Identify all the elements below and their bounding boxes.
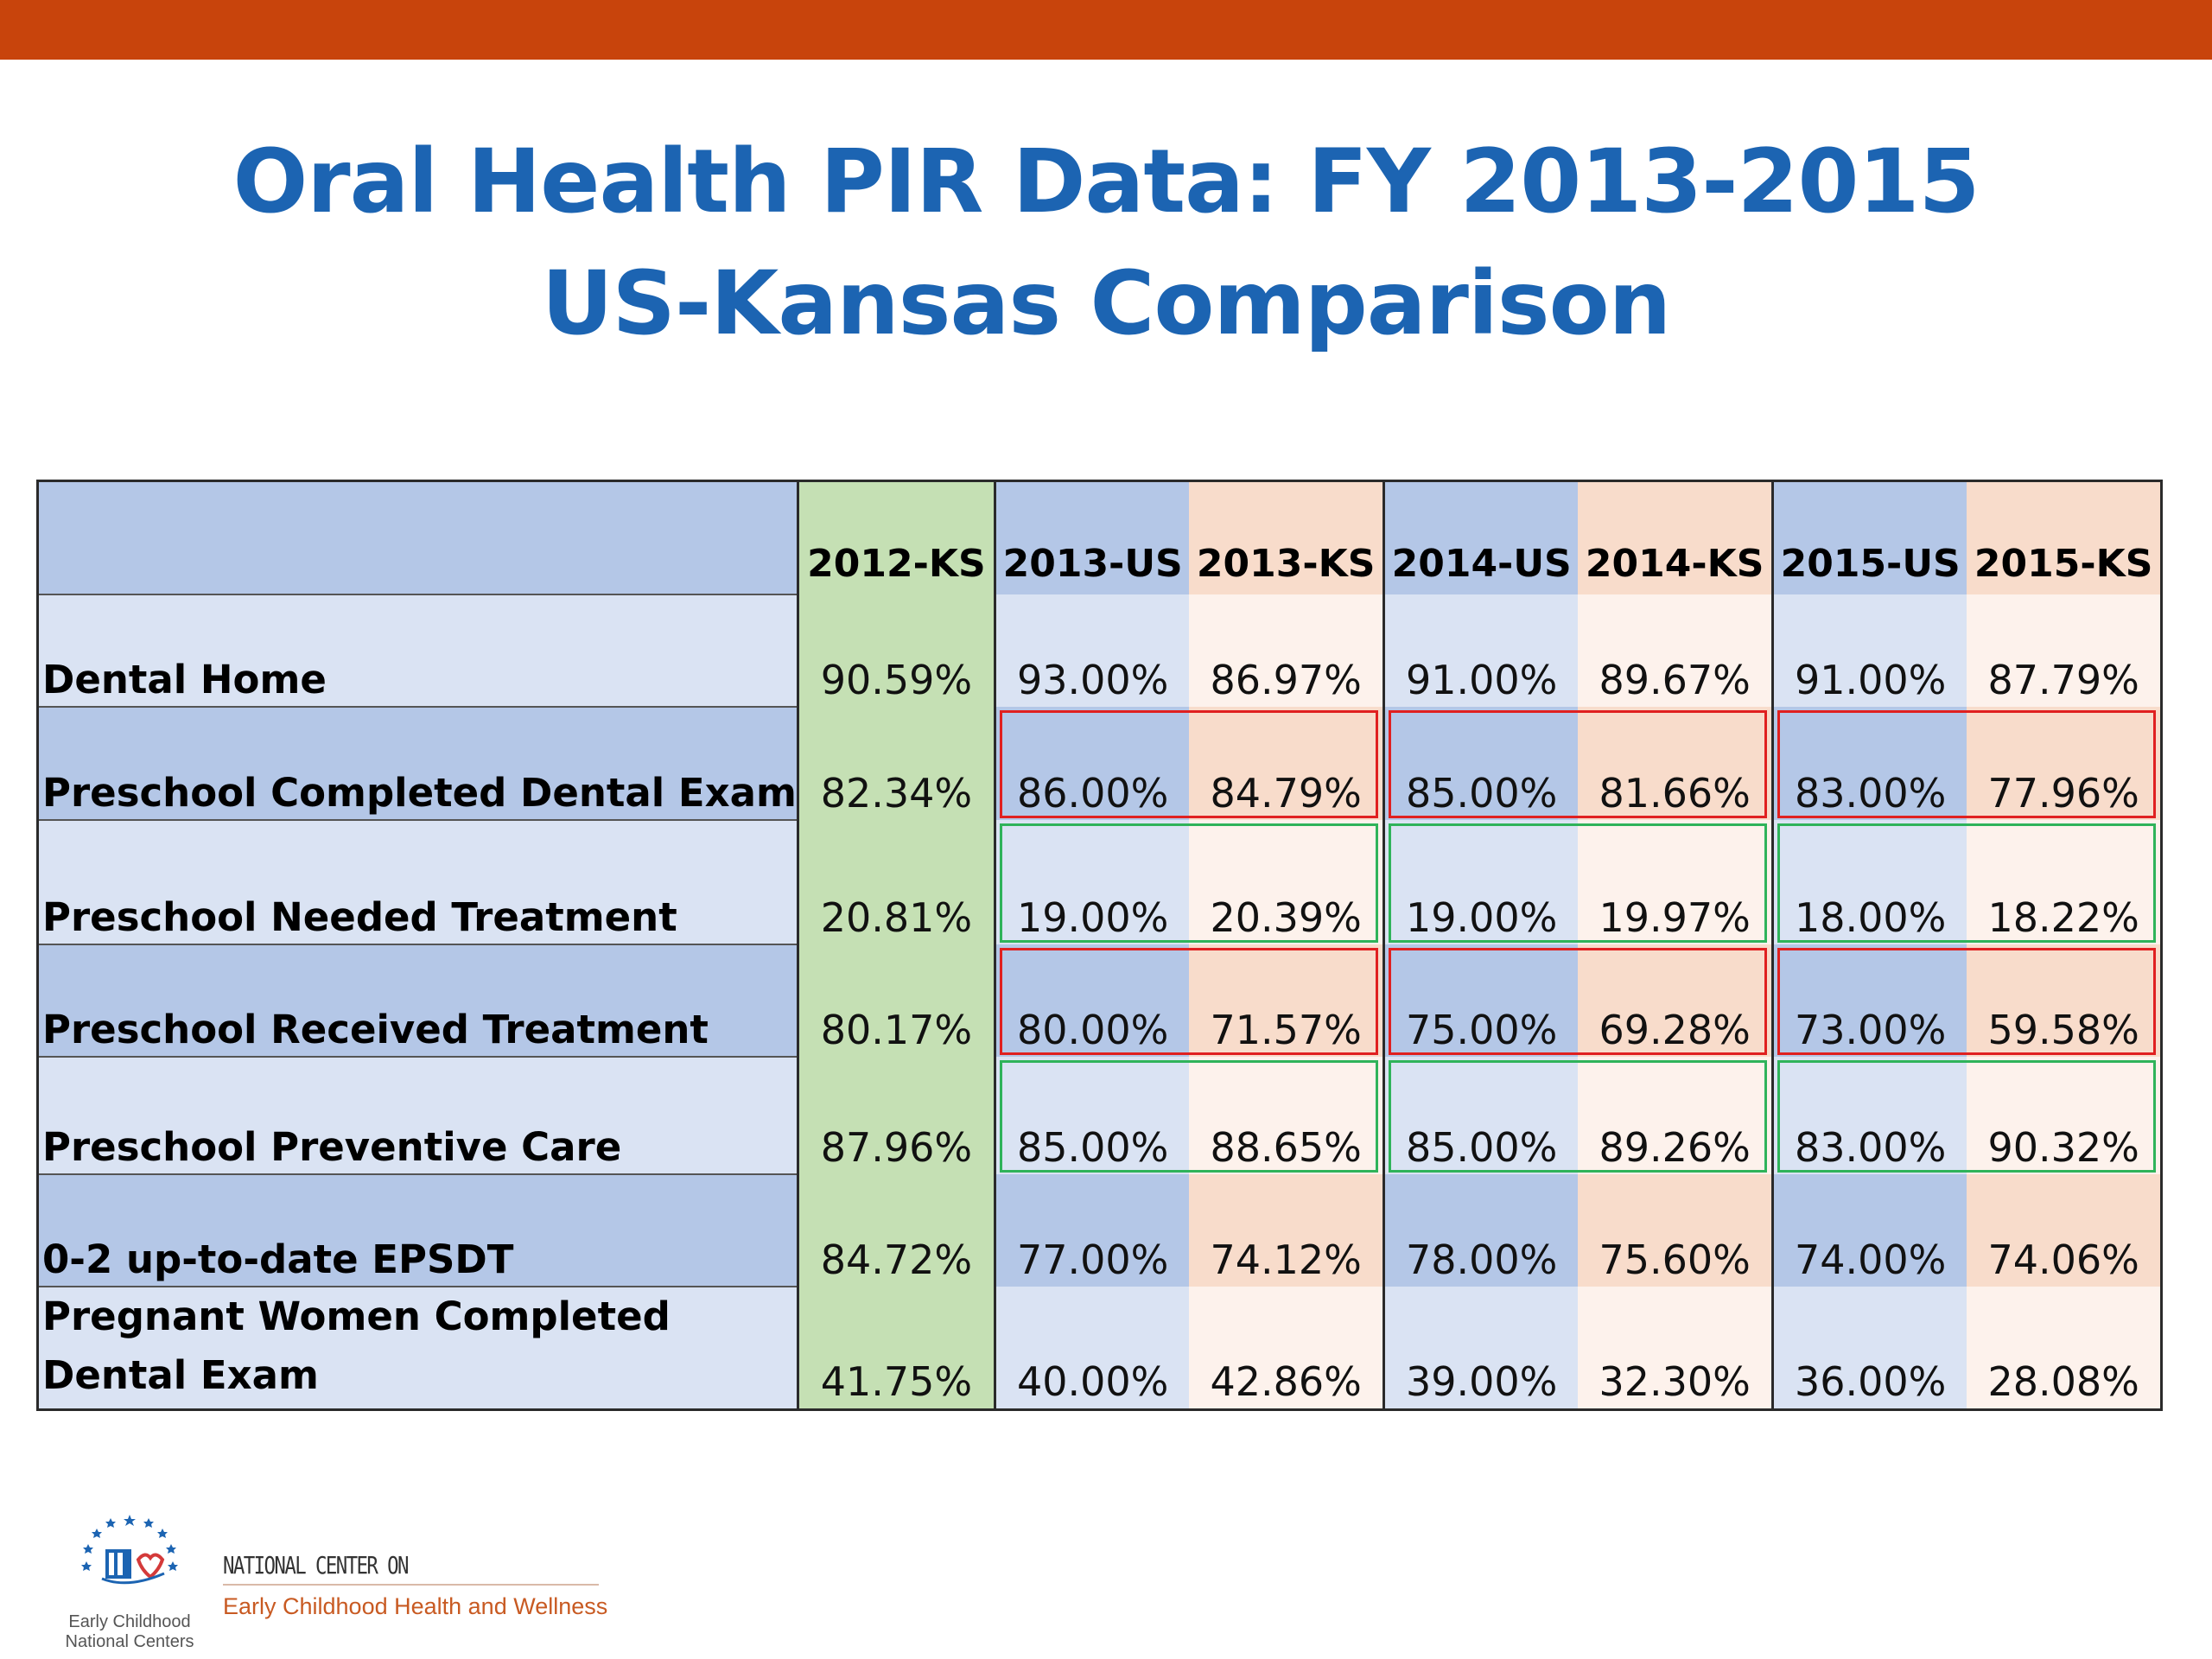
table-cell-2014-ks: 32.30% — [1578, 1286, 1773, 1409]
red-highlight-box — [1000, 709, 1379, 818]
table-cell-2015-ks: 87.79% — [1967, 594, 2162, 707]
row-label: Preschool Received Treatment — [37, 944, 798, 1058]
table-cell-2015-ks: 74.06% — [1967, 1173, 2162, 1287]
table-cell-2015-us: 83.00% — [1770, 1056, 1967, 1174]
table-cell-2015-us: 83.00% — [1770, 706, 1967, 820]
table-row: Preschool Preventive Care 87.96% 85.00% 88.… — [37, 1056, 2162, 1175]
table-cell-2012-ks: 87.96% — [796, 1056, 995, 1174]
footer-divider — [223, 1584, 599, 1586]
table-cell-2014-us: 78.00% — [1382, 1173, 1579, 1287]
table-cell-2012-ks: 41.75% — [796, 1286, 995, 1409]
table-cell-2013-ks: 84.79% — [1189, 706, 1384, 820]
logo-caption-1: Early Childhood — [68, 1612, 191, 1631]
col-header-2014-us: 2014-US — [1382, 480, 1579, 594]
table-cell-2013-ks: 42.86% — [1189, 1286, 1384, 1409]
table-cell-2013-ks: 88.65% — [1189, 1056, 1384, 1174]
table-row: Preschool Needed Treatment 20.81% 19.00% 20… — [37, 819, 2162, 945]
table-cell-2014-ks: 89.26% — [1578, 1056, 1773, 1174]
table-cell-2015-ks: 18.22% — [1967, 819, 2162, 944]
row-label: Preschool Preventive Care — [37, 1056, 798, 1175]
header-corner — [37, 480, 798, 595]
col-header-2015-ks: 2015-KS — [1967, 480, 2162, 594]
table-cell-2013-us: 85.00% — [993, 1056, 1190, 1174]
table-cell-2015-ks: 59.58% — [1967, 944, 2162, 1057]
table-cell-2015-us: 91.00% — [1770, 594, 1967, 707]
table-row: Pregnant Women Completed Dental Exam 41.7… — [37, 1286, 2162, 1409]
table-cell-2015-ks: 90.32% — [1967, 1056, 2162, 1174]
table-cell-2014-ks: 89.67% — [1578, 594, 1773, 707]
footer-org-line-1: NATIONAL CENTER ON — [223, 1551, 410, 1580]
top-accent-bar — [0, 0, 2212, 60]
row-label: Preschool Needed Treatment — [37, 819, 798, 945]
pir-data-table: 2012-KS 2013-US 2013-KS 2014-US 2014-KS … — [36, 480, 2163, 1411]
row-label: Dental Home — [37, 594, 798, 708]
table-cell-2013-us: 86.00% — [993, 706, 1190, 820]
table-cell-2012-ks: 90.59% — [796, 594, 995, 707]
table-cell-2015-us: 73.00% — [1770, 944, 1967, 1057]
slide-title: Oral Health PIR Data: FY 2013-2015 US-Ka… — [0, 121, 2212, 365]
table-cell-2013-us: 77.00% — [993, 1173, 1190, 1287]
row-label: 0-2 up-to-date EPSDT — [37, 1173, 798, 1287]
table-cell-2013-us: 80.00% — [993, 944, 1190, 1057]
table-cell-2013-ks: 71.57% — [1189, 944, 1384, 1057]
green-highlight-box — [1389, 823, 1768, 943]
table-cell-2013-us: 19.00% — [993, 819, 1190, 944]
title-line-2: US-Kansas Comparison — [541, 252, 1672, 355]
table-cell-2012-ks: 20.81% — [796, 819, 995, 944]
title-line-1: Oral Health PIR Data: FY 2013-2015 — [232, 130, 1980, 233]
table-cell-2015-us: 74.00% — [1770, 1173, 1967, 1287]
table-cell-2014-ks: 19.97% — [1578, 819, 1773, 944]
table-cell-2014-us: 19.00% — [1382, 819, 1579, 944]
green-highlight-box — [1777, 823, 2157, 943]
early-childhood-logo-icon — [52, 1508, 207, 1637]
green-highlight-box — [1777, 1059, 2157, 1173]
table-cell-2014-ks: 81.66% — [1578, 706, 1773, 820]
table-cell-2013-ks: 20.39% — [1189, 819, 1384, 944]
table-row: 0-2 up-to-date EPSDT 84.72% 77.00% 74.12% 78… — [37, 1173, 2162, 1287]
table-cell-2014-us: 91.00% — [1382, 594, 1579, 707]
red-highlight-box — [1000, 947, 1379, 1055]
table-row: Dental Home 90.59% 93.00% 86.97% 91.00% 89.67… — [37, 594, 2162, 708]
green-highlight-box — [1000, 1059, 1379, 1173]
row-label: Pregnant Women Completed Dental Exam — [37, 1286, 798, 1409]
table-cell-2015-ks: 77.96% — [1967, 706, 2162, 820]
red-highlight-box — [1389, 709, 1768, 818]
header-row: 2012-KS 2013-US 2013-KS 2014-US 2014-KS … — [37, 480, 2162, 595]
green-highlight-box — [1000, 823, 1379, 943]
red-highlight-box — [1777, 709, 2157, 818]
col-header-2013-us: 2013-US — [993, 480, 1190, 594]
red-highlight-box — [1389, 947, 1768, 1055]
table-cell-2015-us: 36.00% — [1770, 1286, 1967, 1409]
table-cell-2014-us: 85.00% — [1382, 706, 1579, 820]
col-header-2014-ks: 2014-KS — [1578, 480, 1773, 594]
footer-org-line-2: Early Childhood Health and Wellness — [223, 1593, 608, 1619]
logo-caption-2: National Centers — [65, 1632, 194, 1651]
table-cell-2015-us: 18.00% — [1770, 819, 1967, 944]
red-highlight-box — [1777, 947, 2157, 1055]
col-header-2013-ks: 2013-KS — [1189, 480, 1384, 594]
table-cell-2012-ks: 84.72% — [796, 1173, 995, 1287]
table-cell-2014-ks: 69.28% — [1578, 944, 1773, 1057]
table-cell-2012-ks: 82.34% — [796, 706, 995, 820]
col-header-2012-ks: 2012-KS — [796, 480, 995, 594]
table-cell-2013-us: 93.00% — [993, 594, 1190, 707]
row-label: Preschool Completed Dental Exam — [37, 706, 798, 821]
table-cell-2014-us: 39.00% — [1382, 1286, 1579, 1409]
table-cell-2014-ks: 75.60% — [1578, 1173, 1773, 1287]
table-row: Preschool Received Treatment 80.17% 80.00%… — [37, 944, 2162, 1058]
table-cell-2013-us: 40.00% — [993, 1286, 1190, 1409]
green-highlight-box — [1389, 1059, 1768, 1173]
col-header-2015-us: 2015-US — [1770, 480, 1967, 594]
table-cell-2014-us: 85.00% — [1382, 1056, 1579, 1174]
table-cell-2015-ks: 28.08% — [1967, 1286, 2162, 1409]
table-row: Preschool Completed Dental Exam 82.34% 86.… — [37, 706, 2162, 821]
table-cell-2014-us: 75.00% — [1382, 944, 1579, 1057]
table-cell-2013-ks: 86.97% — [1189, 594, 1384, 707]
table-cell-2012-ks: 80.17% — [796, 944, 995, 1057]
table-cell-2013-ks: 74.12% — [1189, 1173, 1384, 1287]
